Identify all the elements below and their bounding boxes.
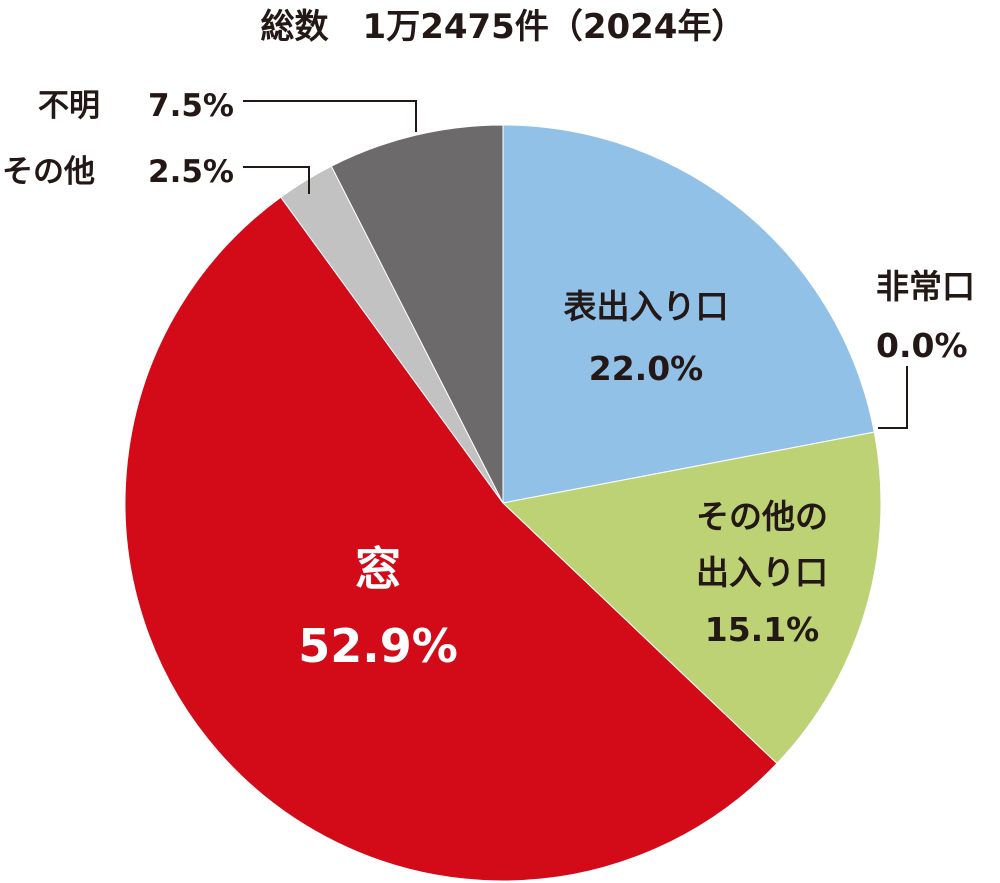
- slice-value-window: 52.9%: [298, 619, 458, 673]
- slice-value-other-door: 15.1%: [705, 610, 820, 649]
- slice-value-front: 22.0%: [589, 349, 704, 388]
- pie-slice-front: [502, 124, 875, 504]
- slice-value-emergency: 0.0%: [876, 326, 968, 365]
- leader-line-other: [243, 166, 310, 194]
- slice-name-window: 窓: [355, 542, 401, 596]
- chart-title: 総数 1万2475件（2024年）: [261, 7, 746, 47]
- slice-value-other: 2.5%: [148, 154, 234, 190]
- pie-slice-window: [124, 196, 778, 882]
- slice-name-front: 表出入り口: [564, 287, 729, 326]
- pie-slices: [124, 124, 882, 882]
- slice-name-unknown: 不明: [38, 88, 100, 124]
- pie-slice-other_door: [501, 431, 882, 765]
- slice-name-other: その他: [2, 154, 95, 190]
- slice-value-unknown: 7.5%: [148, 88, 234, 124]
- slice-name-other-door-line2: 出入り口: [696, 553, 828, 592]
- leader-line-emergency: [878, 366, 908, 429]
- slice-name-emergency: 非常口: [876, 267, 975, 306]
- pie-slice-unknown: [330, 124, 504, 504]
- slice-name-other-door-line1: その他の: [696, 497, 828, 536]
- leader-line-unknown: [243, 100, 417, 132]
